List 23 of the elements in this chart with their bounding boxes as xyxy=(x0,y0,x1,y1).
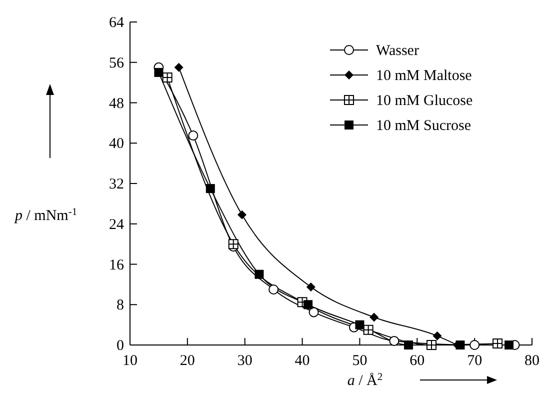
x-axis-title: a / Å$^{2}$ xyxy=(347,372,383,389)
y-tick-label: 0 xyxy=(116,338,124,354)
y-tick-label: 8 xyxy=(116,298,124,314)
x-tick-label: 30 xyxy=(237,353,252,369)
y-tick-label: 56 xyxy=(109,55,124,72)
legend-label: 10 mM Glucose xyxy=(376,93,473,109)
y-tick-label: 64 xyxy=(109,15,124,31)
y-tick-label: 24 xyxy=(109,216,124,233)
y-axis-title: p / mNm$^{-1}$ xyxy=(14,206,78,224)
x-tick-label: 10 xyxy=(122,353,138,369)
legend-label: Wasser xyxy=(376,43,419,59)
legend-label: 10 mM Maltose xyxy=(376,68,472,84)
x-tick-label: 20 xyxy=(180,353,195,369)
x-tick-label: 70 xyxy=(467,353,482,369)
x-tick-label: 40 xyxy=(294,353,310,369)
x-tick-label: 80 xyxy=(524,353,540,369)
legend-label: 10 mM Sucrose xyxy=(376,118,472,134)
x-tick-label: 60 xyxy=(410,353,425,369)
y-tick-label: 48 xyxy=(109,96,124,112)
y-tick-label: 32 xyxy=(109,176,124,192)
y-tick-label: 40 xyxy=(109,136,124,152)
x-tick-label: 50 xyxy=(352,353,368,369)
y-tick-label: 16 xyxy=(109,257,124,274)
